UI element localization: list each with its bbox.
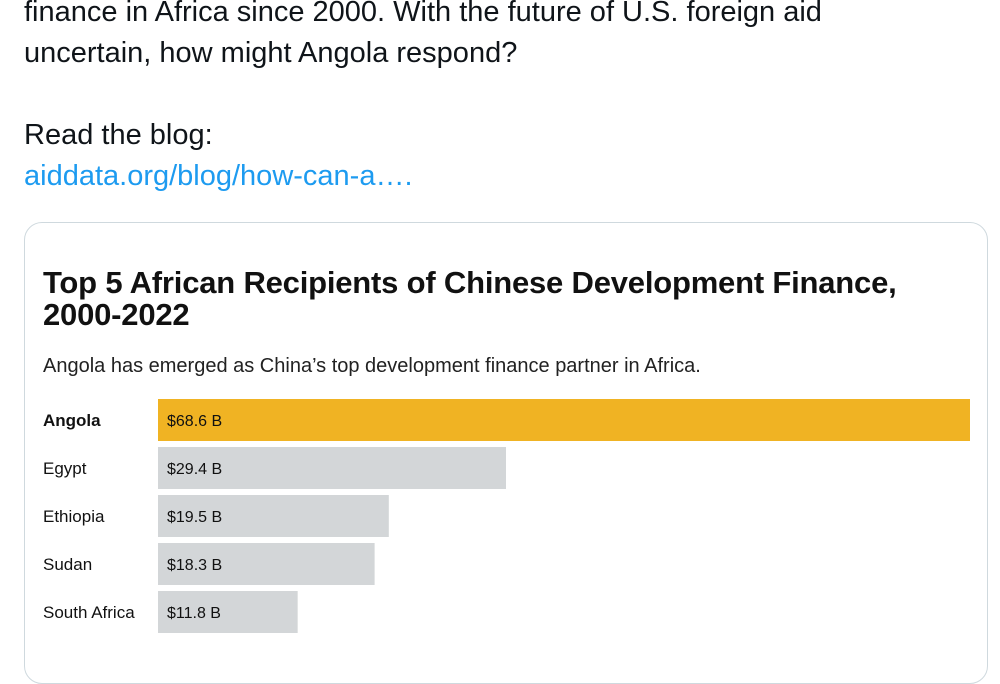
bar-row-sudan: Sudan $18.3 B [43, 543, 375, 585]
bar-row-south-africa: South Africa $11.8 B [43, 591, 298, 633]
category-label-ethiopia: Ethiopia [43, 507, 105, 526]
category-label-angola: Angola [43, 411, 101, 430]
blog-link-line: aiddata.org/blog/how-can-a…. [24, 156, 974, 197]
chart-subtitle: Angola has emerged as China’s top develo… [43, 355, 701, 377]
bar-egypt [158, 447, 506, 489]
value-label-sudan: $18.3 B [167, 557, 222, 574]
value-label-angola: $68.6 B [167, 413, 222, 430]
value-label-south-africa: $11.8 B [167, 605, 221, 622]
bar-row-ethiopia: Ethiopia $19.5 B [43, 495, 389, 537]
bar-row-angola: Angola $68.6 B [43, 399, 970, 441]
bar-chart: Angola $68.6 B Egypt $29.4 B Ethiopia $19.5 B… [43, 399, 970, 633]
tweet-text-line-1: finance in Africa since 2000. With the f… [24, 0, 822, 28]
tweet-text-line-2: uncertain, how might Angola respond? [24, 37, 518, 69]
bar-ethiopia [158, 495, 389, 537]
category-label-south-africa: South Africa [43, 603, 135, 622]
chart-card[interactable]: Top 5 African Recipients of Chinese Deve… [24, 222, 988, 684]
value-label-ethiopia: $19.5 B [167, 509, 222, 526]
bar-row-egypt: Egypt $29.4 B [43, 447, 506, 489]
category-label-egypt: Egypt [43, 459, 87, 478]
chart-title: Top 5 African Recipients of Chinese Deve… [43, 265, 897, 332]
blog-link[interactable]: aiddata.org/blog/how-can-a…. [24, 160, 413, 192]
read-blog-label: Read the blog: [24, 119, 213, 151]
paragraph-gap [24, 74, 974, 115]
value-label-egypt: $29.4 B [167, 461, 222, 478]
bar-sudan [158, 543, 375, 585]
bar-angola [158, 399, 970, 441]
tweet-text: finance in Africa since 2000. With the f… [24, 0, 974, 197]
bar-south-africa [158, 591, 298, 633]
category-label-sudan: Sudan [43, 555, 92, 574]
